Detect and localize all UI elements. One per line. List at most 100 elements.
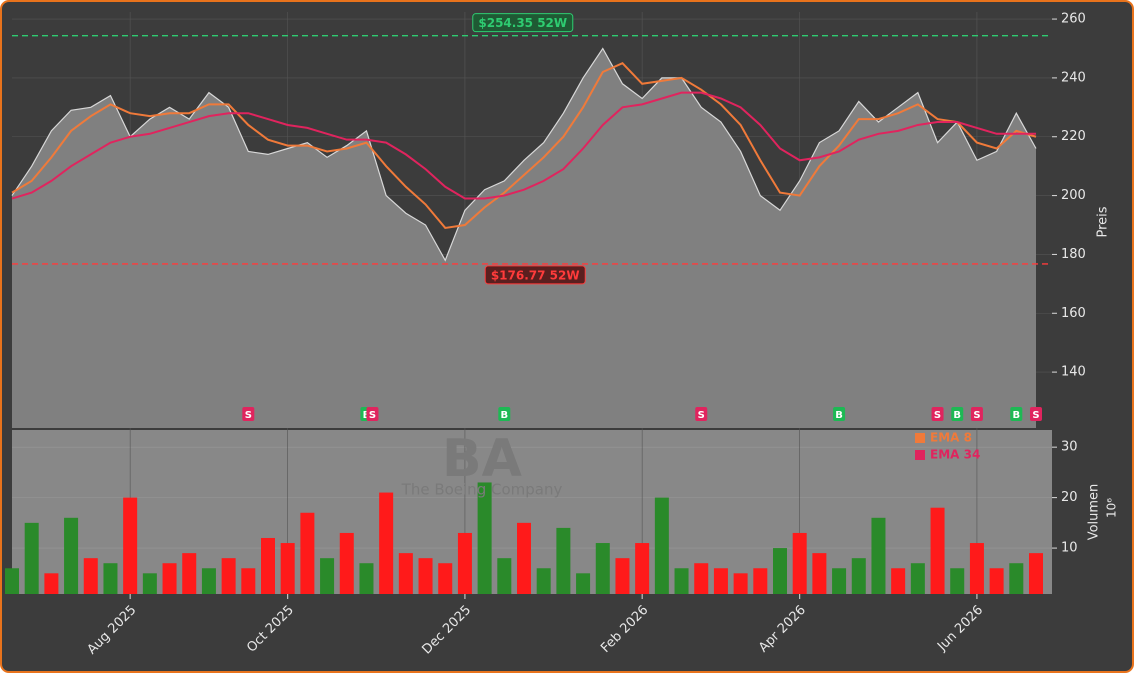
volume-bar (201, 568, 216, 594)
signal-marker (833, 407, 846, 421)
y-tick-label: 260 (1061, 12, 1086, 27)
signal-marker (498, 407, 511, 421)
signal-label: S (1032, 410, 1039, 421)
signal-marker (951, 407, 964, 421)
legend-swatch (915, 433, 925, 443)
company: The Boeing Company (401, 481, 563, 499)
volume-bar (871, 517, 886, 594)
volume-bar (674, 568, 689, 594)
y2-axis-label: Volumen (1087, 484, 1102, 541)
volume-bar (83, 558, 98, 594)
volume-bar (142, 573, 157, 594)
volume-bar (517, 522, 531, 594)
price-area (12, 48, 1036, 429)
volume-bar (989, 568, 1004, 594)
volume-bar (1009, 563, 1024, 594)
y-tick-label: 220 (1061, 129, 1086, 144)
volume-bar (300, 512, 315, 594)
signal-label: S (369, 410, 376, 421)
volume-bar (438, 563, 453, 594)
signal-label: S (934, 410, 941, 421)
level-label-box (472, 13, 574, 33)
level-label: $176.77 52W (491, 268, 580, 282)
y-tick-label: 160 (1061, 306, 1086, 321)
y-tick-label: 140 (1061, 365, 1086, 380)
volume-bar (379, 492, 394, 594)
volume-bar (261, 537, 275, 594)
volume-bar (44, 573, 59, 594)
y2-unit-label: 10⁶ (1105, 498, 1119, 518)
volume-bar (320, 558, 335, 594)
volume-bar (910, 563, 925, 594)
y2-tick-label: 20 (1061, 490, 1078, 505)
volume-bar (556, 527, 571, 594)
signal-marker (242, 407, 255, 421)
signal-marker (931, 407, 944, 421)
legend-swatch (915, 450, 925, 460)
volume-bar (694, 563, 709, 594)
volume-bar (64, 517, 79, 594)
volume-bar (398, 553, 413, 594)
y-tick-label: 200 (1061, 188, 1086, 203)
volume-bar (812, 553, 827, 594)
volume-bar (457, 532, 472, 594)
volume-bar (280, 543, 295, 594)
volume-bar (536, 568, 551, 594)
signal-marker (1030, 407, 1042, 421)
volume-bar (615, 558, 630, 594)
signal-marker (695, 407, 708, 421)
signal-marker (366, 407, 379, 421)
y2-tick-label: 30 (1061, 440, 1078, 455)
price-line (11, 47, 1037, 262)
volume-bar (477, 482, 492, 594)
volume-bar (24, 522, 39, 594)
y2-tick-label: 10 (1061, 541, 1078, 556)
level-label: $254.35 52W (478, 16, 567, 30)
volume-bar (969, 543, 984, 594)
y-tick-label: 240 (1061, 70, 1086, 85)
volume-bar (123, 497, 138, 594)
volume-bar (832, 568, 847, 594)
signal-label: S (973, 410, 980, 421)
signal-label: B (1012, 410, 1020, 421)
signal-marker (970, 407, 983, 421)
signal-marker (1010, 407, 1023, 421)
y-tick-label: 180 (1061, 247, 1086, 262)
legend-label: EMA 8 (930, 431, 972, 445)
signal-label: S (698, 410, 705, 421)
volume-bar (359, 563, 374, 594)
y-axis-label: Preis (1096, 206, 1111, 237)
volume-bar (162, 563, 177, 594)
ema-line (11, 61, 1037, 230)
volume-bar (930, 507, 945, 594)
volume-bar (339, 532, 354, 594)
volume-bar (221, 558, 236, 594)
symbol: BA (442, 429, 522, 489)
volume-bar (1029, 553, 1043, 594)
ema-line (11, 91, 1036, 200)
volume-bar (497, 558, 512, 594)
signal-label: S (245, 410, 252, 421)
volume-bar (595, 543, 610, 594)
level-label-box (484, 265, 586, 285)
signal-label: B (953, 410, 961, 421)
signal-label: B (835, 410, 843, 421)
volume-bar (241, 568, 256, 594)
volume-bar (733, 573, 748, 594)
volume-bar (950, 568, 965, 594)
volume-bar (713, 568, 728, 594)
volume-bar (851, 558, 866, 594)
volume-bar (891, 568, 906, 594)
volume-bar (654, 497, 669, 594)
volume-bar (103, 563, 118, 594)
signal-label: B (500, 410, 508, 421)
volume-bar (418, 558, 433, 594)
volume-bar (576, 573, 591, 594)
volume-bar (182, 553, 197, 594)
volume-bar (635, 543, 650, 594)
volume-bar (792, 532, 807, 594)
volume-bar (773, 548, 787, 594)
volume-bar (5, 568, 19, 594)
volume-bar (753, 568, 768, 594)
